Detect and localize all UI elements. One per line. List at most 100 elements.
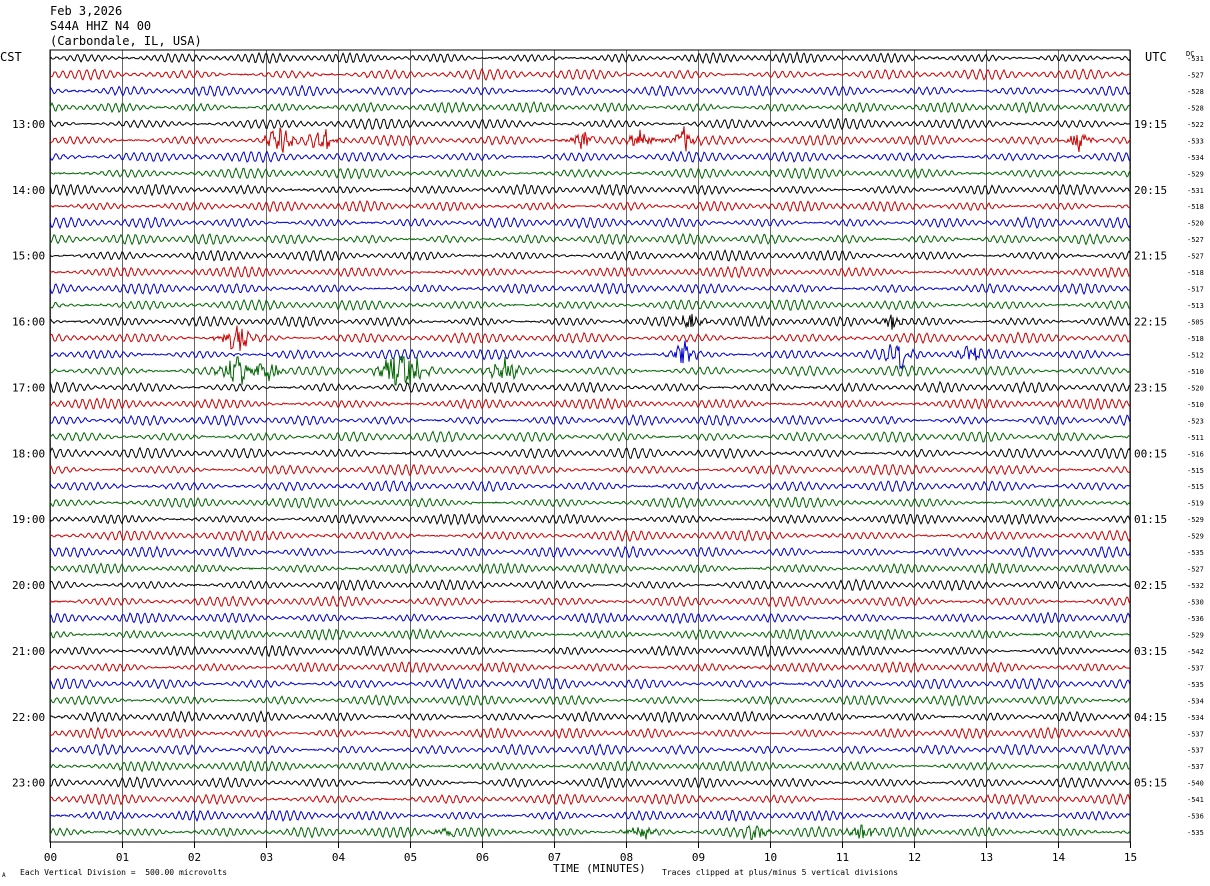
dc-offset-label: -537 xyxy=(1187,763,1204,771)
corner-mark: A xyxy=(2,872,6,879)
axis-labels: 00 01 02 03 04 05 06 07 08 09 10 11 12 13 14 15 -531 -527… xyxy=(12,55,1204,864)
trace-25 xyxy=(49,446,1131,460)
dc-offset-label: -534 xyxy=(1187,714,1204,722)
trace-2 xyxy=(49,67,1131,81)
right-hour-label: 03:15 xyxy=(1134,645,1167,658)
dc-offset-label: -534 xyxy=(1187,697,1204,705)
dc-offset-label: -529 xyxy=(1187,170,1204,178)
dc-offset-label: -511 xyxy=(1187,434,1204,442)
x-tick-label: 04 xyxy=(332,851,346,864)
dc-offset-label: -536 xyxy=(1187,615,1204,623)
dc-offset-label: -520 xyxy=(1187,384,1204,392)
trace-group xyxy=(49,51,1131,841)
trace-23 xyxy=(49,413,1131,427)
left-hour-label: 16:00 xyxy=(12,316,45,329)
dc-offset-label: -527 xyxy=(1187,71,1204,79)
trace-1 xyxy=(49,51,1131,65)
dc-offset-label: -518 xyxy=(1187,203,1204,211)
left-hour-label: 21:00 xyxy=(12,645,45,658)
x-tick-label: 07 xyxy=(548,851,561,864)
trace-14 xyxy=(49,265,1131,279)
x-tick-label: 01 xyxy=(116,851,129,864)
x-tick-label: 09 xyxy=(692,851,705,864)
trace-40 xyxy=(49,694,1131,707)
trace-43 xyxy=(49,743,1131,756)
dc-offset-label: -527 xyxy=(1187,566,1204,574)
dc-offset-label: -530 xyxy=(1187,599,1204,607)
trace-41 xyxy=(49,710,1131,724)
dc-offset-label: -532 xyxy=(1187,582,1204,590)
header-date: Feb 3,2026 xyxy=(50,4,123,18)
trace-6 xyxy=(49,126,1131,153)
x-tick-label: 02 xyxy=(188,851,201,864)
division-note: Each Vertical Division = 500.00 microvol… xyxy=(20,868,228,877)
right-hour-label: 23:15 xyxy=(1134,381,1167,394)
x-tick-label: 11 xyxy=(836,851,849,864)
right-hour-label: 02:15 xyxy=(1134,579,1167,592)
trace-3 xyxy=(49,84,1131,98)
trace-42 xyxy=(49,726,1131,740)
x-tick-label: 05 xyxy=(404,851,417,864)
dc-offset-label: -535 xyxy=(1187,681,1204,689)
trace-29 xyxy=(49,512,1131,526)
trace-38 xyxy=(49,661,1131,674)
left-timezone-label: CST xyxy=(0,50,22,64)
right-hour-label: 05:15 xyxy=(1134,777,1167,790)
dc-offset-label: -527 xyxy=(1187,236,1204,244)
trace-28 xyxy=(49,496,1131,510)
x-tick-label: 14 xyxy=(1052,851,1066,864)
dc-offset-label: -518 xyxy=(1187,335,1204,343)
dc-offset-label: -529 xyxy=(1187,516,1204,524)
right-hour-label: 04:15 xyxy=(1134,711,1167,724)
dc-offset-label: -523 xyxy=(1187,417,1204,425)
dc-offset-label: -510 xyxy=(1187,368,1204,376)
dc-offset-label: -518 xyxy=(1187,269,1204,277)
dc-offset-label: -536 xyxy=(1187,813,1204,821)
left-hour-label: 13:00 xyxy=(12,118,45,131)
trace-16 xyxy=(49,298,1131,312)
trace-8 xyxy=(49,166,1131,180)
right-timezone-label: UTC xyxy=(1145,50,1167,64)
trace-47 xyxy=(49,809,1131,823)
right-hour-label: 01:15 xyxy=(1134,513,1167,526)
trace-35 xyxy=(49,611,1131,625)
dc-offset-label: -517 xyxy=(1187,286,1204,294)
left-hour-label: 17:00 xyxy=(12,381,45,394)
dc-offset-label: -512 xyxy=(1187,351,1204,359)
trace-4 xyxy=(49,101,1131,114)
trace-48 xyxy=(49,824,1131,841)
x-tick-label: 12 xyxy=(908,851,921,864)
trace-19 xyxy=(49,340,1130,371)
x-tick-label: 10 xyxy=(764,851,777,864)
x-tick-label: 03 xyxy=(260,851,273,864)
dc-offset-label: -537 xyxy=(1187,747,1204,755)
dc-offset-label: -510 xyxy=(1187,401,1204,409)
left-hour-label: 18:00 xyxy=(12,447,45,460)
trace-21 xyxy=(49,380,1131,395)
x-tick-label: 13 xyxy=(980,851,993,864)
x-tick-label: 00 xyxy=(44,851,57,864)
left-hour-label: 22:00 xyxy=(12,711,45,724)
dc-offset-label: -541 xyxy=(1187,796,1204,804)
trace-11 xyxy=(49,216,1131,230)
left-hour-label: 14:00 xyxy=(12,184,45,197)
trace-17 xyxy=(49,313,1131,330)
trace-44 xyxy=(49,760,1131,773)
dc-offset-label: -505 xyxy=(1187,319,1204,327)
dc-offset-label: -515 xyxy=(1187,467,1204,475)
dc-offset-label: -534 xyxy=(1187,154,1204,162)
dc-offset-label: -520 xyxy=(1187,220,1204,228)
right-hour-label: 19:15 xyxy=(1134,118,1167,131)
trace-18 xyxy=(49,325,1131,351)
trace-13 xyxy=(49,249,1131,262)
right-hour-label: 22:15 xyxy=(1134,316,1167,329)
x-tick-label: 06 xyxy=(476,851,489,864)
dc-offset-label: -533 xyxy=(1187,137,1204,145)
right-hour-label: 21:15 xyxy=(1134,250,1167,263)
trace-7 xyxy=(49,150,1131,164)
dc-offset-label: -540 xyxy=(1187,780,1204,788)
header-location: (Carbondale, IL, USA) xyxy=(50,34,202,48)
grid-lines xyxy=(49,49,1131,848)
dc-offset-label: -537 xyxy=(1187,730,1204,738)
